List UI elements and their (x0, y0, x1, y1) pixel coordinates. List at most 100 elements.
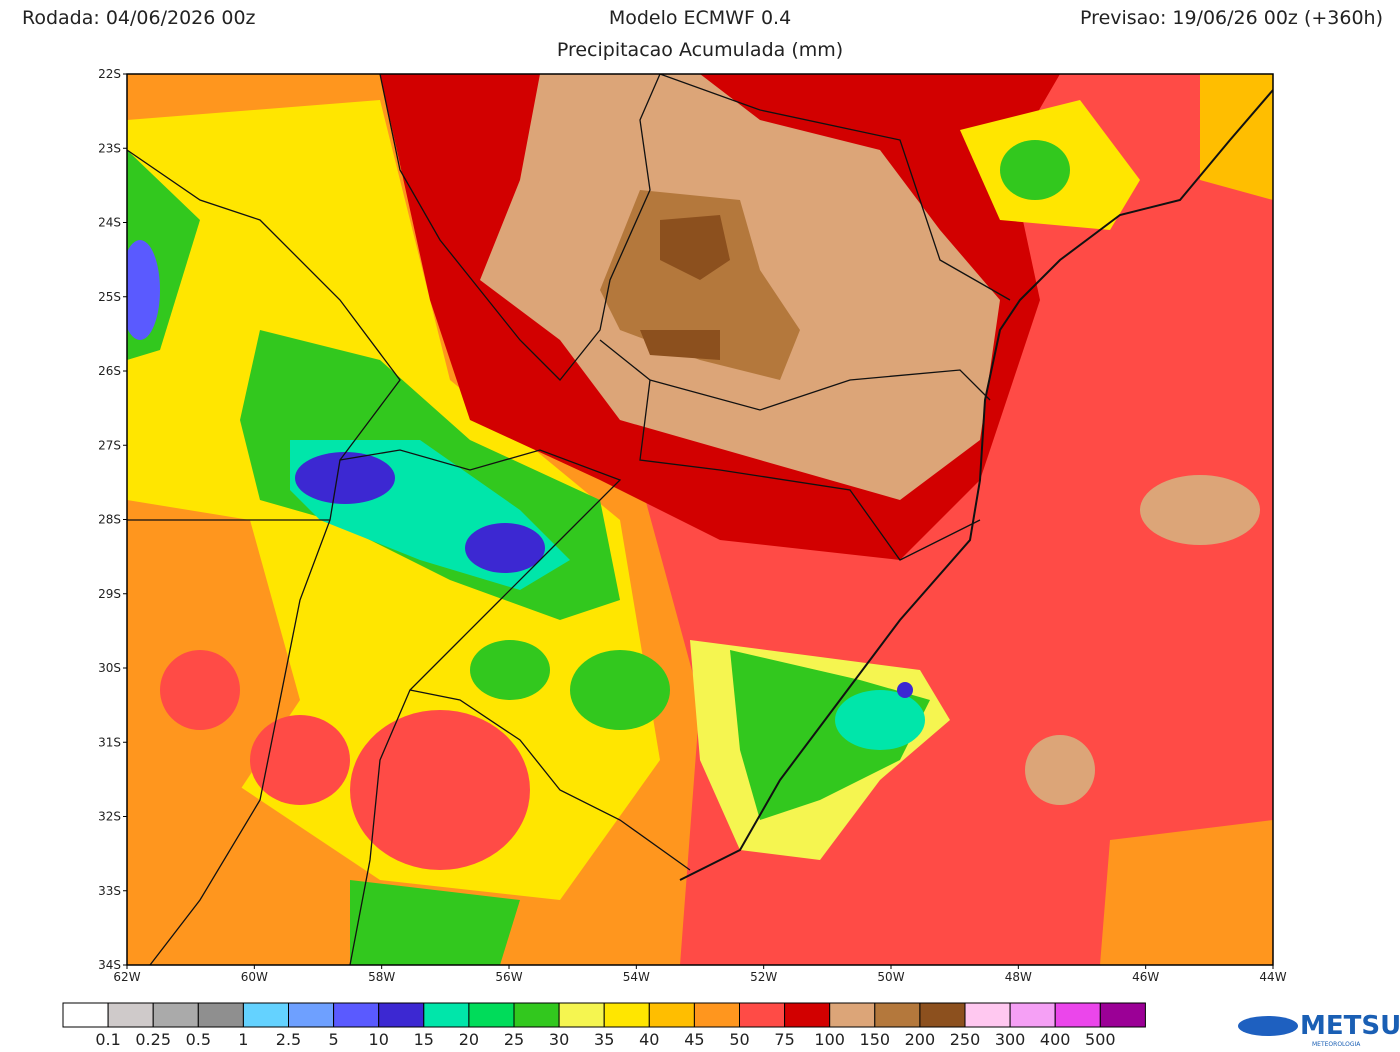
lon-label: 48W (1005, 970, 1032, 984)
colorbar-label: 25 (504, 1030, 524, 1049)
colorbar-box (197, 1002, 244, 1028)
colorbar-box (107, 1002, 154, 1028)
colorbar-box (62, 1002, 109, 1028)
colorbar-label: 300 (995, 1030, 1026, 1049)
logo: METSUL METEOROLOGIA (1238, 1011, 1400, 1048)
colorbar-box (874, 1002, 921, 1028)
colorbar-box (1054, 1002, 1101, 1028)
colorbar-label: 0.25 (135, 1030, 171, 1049)
border-line (409, 689, 691, 871)
colorbar-box (1099, 1002, 1146, 1028)
logo-tagline: METEOROLOGIA (1312, 1041, 1361, 1048)
precip-area (127, 240, 160, 340)
colorbar-label: 400 (1040, 1030, 1071, 1049)
logo-swoosh (1238, 1016, 1298, 1036)
colorbar-box (242, 1002, 289, 1028)
colorbar-box (333, 1002, 380, 1028)
colorbar-label: 5 (329, 1030, 339, 1049)
precip-area (640, 330, 720, 360)
lat-label: 26S (98, 364, 121, 378)
colorbar-box (739, 1002, 786, 1028)
colorbar-box (288, 1002, 335, 1028)
precip-area (660, 215, 730, 280)
colorbar-box (378, 1002, 425, 1028)
colorbar-label: 40 (639, 1030, 659, 1049)
colorbar-label: 35 (594, 1030, 614, 1049)
colorbar-label: 45 (684, 1030, 704, 1049)
colorbar-label: 50 (729, 1030, 749, 1049)
colorbar-label: 2.5 (276, 1030, 301, 1049)
precip-area (897, 682, 913, 698)
precip-area (350, 710, 530, 870)
coastline (679, 89, 1273, 881)
subtitle: Precipitacao Acumulada (mm) (557, 39, 843, 61)
colorbar-label: 150 (860, 1030, 891, 1049)
lat-label: 30S (98, 661, 121, 675)
forecast-label: Previsao: 19/06/26 00z (+360h) (1080, 7, 1383, 29)
lat-label: 29S (98, 587, 121, 601)
precip-area (1140, 475, 1260, 545)
precip-area (465, 523, 545, 573)
colorbar-box (603, 1002, 650, 1028)
colorbar: 0.1 0.25 0.5 1 2.5 5 10 15 20 25 30 35 40 45 50 75 100 15… (62, 1002, 1146, 1049)
colorbar-box (919, 1002, 966, 1028)
lon-label: 52W (750, 970, 777, 984)
colorbar-label: 15 (414, 1030, 434, 1049)
lat-label: 23S (98, 141, 121, 155)
border-line (379, 74, 661, 381)
precip-area (1100, 820, 1273, 965)
border-line (659, 74, 1011, 301)
colorbar-label: 20 (459, 1030, 479, 1049)
colorbar-box (784, 1002, 831, 1028)
colorbar-box (829, 1002, 876, 1028)
colorbar-label: 0.1 (95, 1030, 120, 1049)
precip-area (295, 452, 395, 504)
lon-label: 46W (1132, 970, 1159, 984)
colorbar-box (423, 1002, 470, 1028)
colorbar-label: 10 (369, 1030, 389, 1049)
colorbar-box (964, 1002, 1011, 1028)
colorbar-label: 30 (549, 1030, 569, 1049)
colorbar-box (648, 1002, 695, 1028)
border-line (649, 369, 991, 411)
lat-label: 34S (98, 958, 121, 972)
precip-area (160, 650, 240, 730)
colorbar-label: 250 (950, 1030, 981, 1049)
colorbar-box (152, 1002, 199, 1028)
colorbar-label: 100 (814, 1030, 845, 1049)
precip-area (1025, 735, 1095, 805)
lon-label: 56W (495, 970, 522, 984)
border-line (339, 449, 622, 965)
lon-label: 54W (623, 970, 650, 984)
precip-area (570, 650, 670, 730)
precip-area (250, 715, 350, 805)
precip-area (1200, 74, 1273, 200)
lat-label: 31S (98, 735, 121, 749)
lat-label: 27S (98, 438, 121, 452)
lon-label: 62W (113, 970, 140, 984)
lat-label: 32S (98, 810, 121, 824)
colorbar-label: 500 (1085, 1030, 1116, 1049)
precip-field (127, 74, 1273, 965)
colorbar-box (513, 1002, 560, 1028)
colorbar-box (468, 1002, 515, 1028)
colorbar-box (693, 1002, 741, 1028)
lon-label: 50W (877, 970, 904, 984)
colorbar-box (1009, 1002, 1056, 1028)
axis-ticks: 22S23S24S25S26S27S28S29S30S31S32S33S34S6… (98, 67, 1287, 984)
colorbar-label: 1 (238, 1030, 248, 1049)
precip-area (1000, 140, 1070, 200)
colorbar-label: 75 (774, 1030, 794, 1049)
colorbar-label: 200 (905, 1030, 936, 1049)
lon-label: 60W (241, 970, 268, 984)
lat-label: 33S (98, 884, 121, 898)
lon-label: 44W (1259, 970, 1286, 984)
lat-label: 22S (98, 67, 121, 81)
precip-area (835, 690, 925, 750)
model-label: Modelo ECMWF 0.4 (609, 7, 791, 29)
lon-label: 58W (368, 970, 395, 984)
logo-name: METSUL (1300, 1011, 1400, 1041)
precip-area (470, 640, 550, 700)
precip-area (350, 880, 520, 965)
